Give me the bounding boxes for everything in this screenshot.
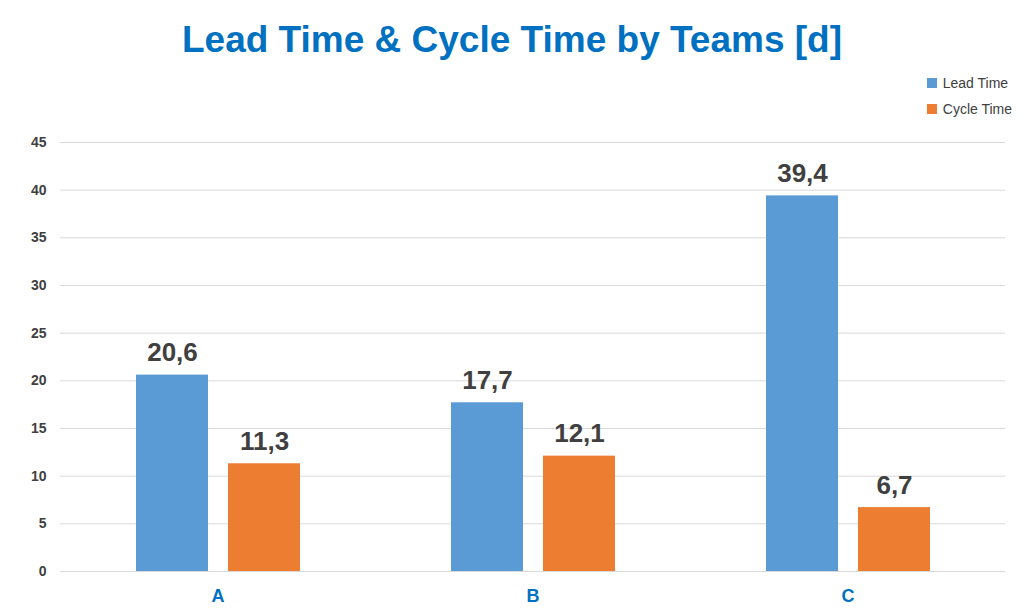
svg-text:45: 45 — [31, 134, 47, 150]
svg-text:20: 20 — [31, 372, 47, 388]
svg-text:6,7: 6,7 — [876, 470, 912, 500]
svg-text:A: A — [212, 586, 225, 606]
svg-text:30: 30 — [31, 277, 47, 293]
svg-text:B: B — [527, 586, 540, 606]
svg-text:17,7: 17,7 — [462, 365, 513, 395]
svg-text:5: 5 — [39, 515, 47, 531]
svg-text:12,1: 12,1 — [554, 418, 605, 448]
html-text:Lead Time & Cycle Time by Team: Lead Time & Cycle Time by Teams [d] — [182, 19, 842, 60]
svg-text:40: 40 — [31, 182, 47, 198]
svg-text:25: 25 — [31, 325, 47, 341]
svg-text:0: 0 — [39, 563, 47, 579]
svg-text:C: C — [842, 586, 855, 606]
svg-text:10: 10 — [31, 468, 47, 484]
svg-text:20,6: 20,6 — [147, 337, 198, 367]
html-text:Cycle Time: Cycle Time — [942, 101, 1012, 117]
svg-text:35: 35 — [31, 229, 47, 245]
svg-text:15: 15 — [31, 420, 47, 436]
html-text:Lead Time: Lead Time — [942, 75, 1009, 91]
svg-text:39,4: 39,4 — [777, 158, 828, 188]
svg-text:11,3: 11,3 — [240, 426, 289, 456]
